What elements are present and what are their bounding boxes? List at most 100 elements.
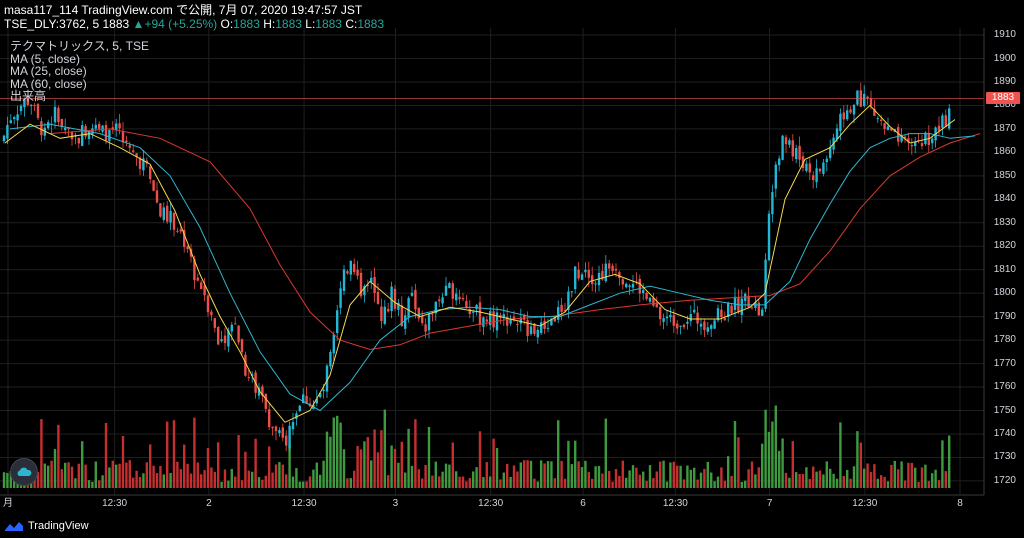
candle-body [465, 300, 468, 308]
candle-body [111, 127, 114, 130]
legend-volume[interactable]: 出来高 [10, 89, 47, 103]
candle-body [835, 128, 839, 140]
volume-bar [584, 460, 587, 488]
candle-body [115, 123, 118, 131]
volume-bar [183, 444, 186, 488]
volume-bar [98, 480, 101, 488]
volume-bar [832, 473, 835, 488]
volume-bar [733, 421, 737, 488]
candle-body [659, 306, 662, 320]
candle-body [421, 315, 424, 323]
ma5-line [4, 104, 956, 423]
candle-body [451, 283, 454, 299]
candle-body [19, 105, 23, 112]
candle-body [349, 261, 352, 275]
volume-bar [332, 417, 335, 488]
volume-bar [604, 418, 607, 488]
candle-body [424, 324, 427, 332]
volume-bar [482, 477, 485, 488]
volume-bar [155, 473, 159, 488]
volume-bar [829, 468, 832, 488]
candle-body [761, 309, 764, 316]
candle-body [557, 307, 560, 320]
volume-bar [948, 435, 951, 488]
candle-body [240, 339, 244, 353]
volume-bar [271, 472, 274, 488]
candle-body [679, 325, 682, 327]
candle-body [584, 269, 587, 273]
volume-bar [424, 465, 427, 488]
volume-bar [278, 462, 281, 488]
volume-bar [455, 471, 458, 488]
volume-bar [261, 479, 264, 488]
volume-bar [625, 477, 628, 488]
candle-body [839, 113, 842, 132]
candle-body [710, 325, 713, 329]
volume-bar [795, 472, 798, 488]
candle-body [315, 398, 318, 404]
candle-body [886, 126, 890, 130]
y-tick-label: 1870 [993, 122, 1016, 134]
candle-body [159, 203, 162, 217]
candle-body [363, 286, 366, 296]
volume-bar [70, 466, 74, 488]
volume-bar [614, 469, 618, 488]
volume-bar [662, 460, 665, 488]
volume-bar [308, 476, 312, 488]
y-tick-label: 1810 [993, 263, 1016, 275]
volume-bar [370, 460, 373, 488]
volume-bar [373, 429, 376, 488]
volume-bar [682, 479, 686, 488]
candle-body [900, 135, 903, 142]
candle-body [713, 320, 716, 329]
volume-bar [859, 442, 862, 488]
legend-symbol[interactable]: テクマトリックス, 5, TSE [10, 39, 149, 53]
candle-body [472, 311, 475, 313]
legend-ma25[interactable]: MA (25, close) [10, 64, 87, 78]
publish-line: masa117_114 TradingView.com で公開, 7月 07, … [4, 3, 362, 17]
candle-body [322, 389, 325, 392]
y-tick-label: 1820 [993, 240, 1016, 252]
volume-bar [104, 422, 108, 488]
legend-ma5[interactable]: MA (5, close) [10, 51, 81, 66]
high-value: 1883 [275, 17, 302, 31]
legend-ma60[interactable]: MA (60, close) [10, 76, 87, 91]
volume-bar [866, 463, 869, 488]
volume-bar [220, 481, 223, 488]
volume-bar [339, 422, 342, 488]
candle-body [937, 125, 941, 131]
candle-body [750, 307, 754, 309]
volume-bar [47, 465, 50, 488]
volume-bar [189, 473, 193, 488]
volume-bar [519, 462, 522, 488]
volume-bar [546, 461, 550, 488]
volume-bar [655, 471, 658, 488]
volume-bar [506, 463, 509, 488]
volume-bar [672, 461, 675, 488]
candle-body [332, 334, 335, 354]
volume-bar [822, 474, 825, 488]
tradingview-footer[interactable]: TradingView [4, 520, 89, 532]
volume-bar [172, 420, 176, 488]
candle-body [23, 99, 26, 108]
volume-bar [706, 461, 709, 488]
candle-body [291, 421, 295, 430]
volume-bar [645, 480, 648, 488]
candle-body [645, 292, 648, 300]
candle-body [866, 96, 869, 99]
volume-toggle-button[interactable] [10, 458, 38, 486]
candle-body [237, 325, 240, 343]
indicator-legend: テクマトリックス, 5, TSE MA (5, close) MA (25, c… [10, 40, 149, 103]
candle-body [788, 140, 791, 145]
candle-body [319, 392, 322, 398]
y-tick-label: 1860 [993, 146, 1016, 158]
y-tick-label: 1890 [993, 75, 1016, 87]
candle-body [509, 319, 512, 324]
volume-bar [611, 481, 614, 488]
volume-bar [111, 460, 114, 488]
volume-bar [635, 467, 638, 488]
low-value: 1883 [315, 17, 342, 31]
candle-body [288, 425, 291, 449]
x-tick-label: 12:30 [663, 498, 688, 509]
